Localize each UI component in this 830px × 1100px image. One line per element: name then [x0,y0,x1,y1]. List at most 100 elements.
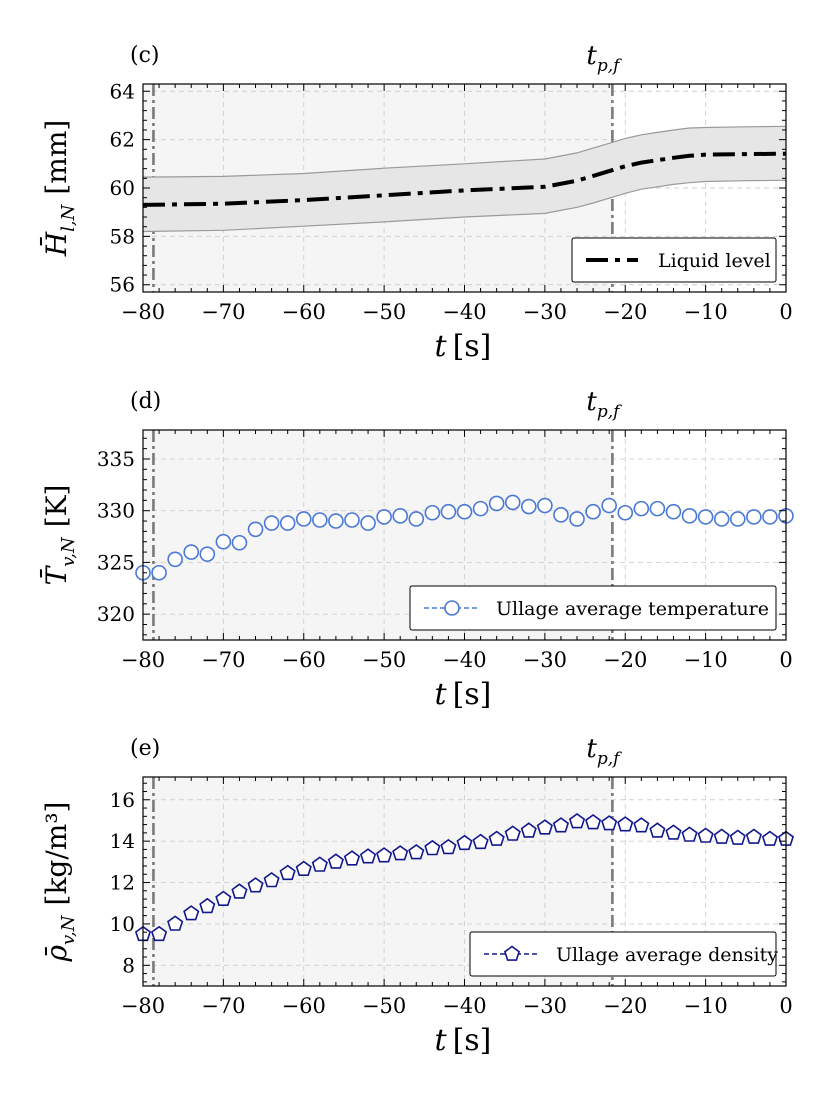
data-point [504,494,521,511]
data-point [424,839,441,856]
data-point [456,834,473,851]
data-point [183,905,200,921]
x-tick-label: −20 [603,648,647,672]
data-point [520,822,537,838]
data-point [328,513,344,529]
y-axis-label: T̄v,N [K] [39,485,79,586]
data-point [537,497,553,514]
y-axis-unit: [K] [40,485,73,528]
data-point [568,813,586,829]
data-point [279,864,296,881]
data-point [617,816,634,832]
data-point [424,504,441,521]
marker-symbol: t [586,41,597,71]
data-point [472,500,489,517]
marker-symbol: t [586,387,597,417]
data-point [729,829,746,845]
legend-box [469,931,777,977]
data-point [504,825,521,841]
y-tick-label: 10 [110,912,135,936]
data-point [761,830,779,846]
panel-label: (c) [130,43,160,68]
data-point [729,511,746,527]
data-point [167,915,184,931]
data-point [665,503,682,520]
x-tick-label: 0 [779,648,792,672]
band-lower-line [142,179,787,233]
legend: Ullage average density [469,931,778,977]
data-point [520,498,537,515]
x-tick-label: −80 [121,648,165,672]
x-tick-label: 0 [779,994,792,1018]
x-axis-label: t [s] [435,1023,492,1058]
data-point [199,897,216,914]
data-point [392,845,409,861]
x-axis-var: t [435,1023,448,1058]
legend-marker [444,600,460,616]
x-tick-label: −60 [282,648,326,672]
data-point [408,511,425,527]
data-point [150,925,168,942]
panel-label: (e) [130,736,160,761]
x-tick-label: −10 [683,994,727,1018]
marker-label: tp,f [586,41,622,76]
data-point [295,860,312,877]
legend-label: Liquid level [658,250,771,272]
y-tick-label: 325 [97,550,135,574]
data-point [681,508,698,524]
data-point [231,883,248,899]
data-point [344,512,360,528]
data-point [199,546,216,562]
data-point [633,500,650,517]
legend: Liquid level [571,237,777,283]
x-axis-var: t [435,329,448,364]
y-axis-label: ρ̄v,N [kg/m³] [40,802,79,963]
marker-subscript: p,f [597,749,622,769]
data-point [247,521,264,538]
x-tick-label: −50 [362,994,406,1018]
data-point [440,503,457,520]
marker-subscript: p,f [597,402,622,422]
data-point [167,551,183,568]
y-axis-symbol: ρ̄ [40,944,73,962]
x-tick-label: −80 [121,994,165,1018]
x-tick-label: −50 [362,300,406,324]
data-point [681,826,698,842]
data-point [472,833,489,850]
data-point [456,503,473,520]
y-tick-label: 64 [110,79,135,103]
legend-box [571,237,777,283]
data-point [649,822,666,838]
data-point [601,815,618,831]
data-point [746,509,762,525]
data-point [343,850,361,866]
marker-symbol: t [586,734,597,764]
data-point [263,872,280,888]
legend: Ullage average temperature [409,585,777,631]
marker-label: tp,f [586,734,622,769]
data-point [697,827,714,843]
uncertainty-band [143,126,786,232]
data-point [713,828,730,844]
x-tick-label: −40 [442,300,486,324]
data-point [231,534,248,551]
marker-label: tp,f [586,387,622,422]
y-tick-label: 320 [97,602,135,626]
data-point [553,507,569,523]
data-point [649,500,666,517]
data-point [488,495,505,512]
y-axis-subscript: v,N [58,536,79,567]
x-axis-label: t [s] [435,677,492,712]
x-tick-label: −30 [523,300,567,324]
y-axis-subscript: v,N [58,914,79,945]
y-tick-label: 335 [97,447,135,471]
y-tick-label: 330 [97,499,135,523]
data-point [263,515,280,531]
x-tick-label: −60 [282,300,326,324]
x-tick-label: −40 [442,648,486,672]
data-point [536,819,553,835]
x-axis-unit: [s] [453,677,492,712]
y-axis-symbol: H̄ [39,231,73,257]
